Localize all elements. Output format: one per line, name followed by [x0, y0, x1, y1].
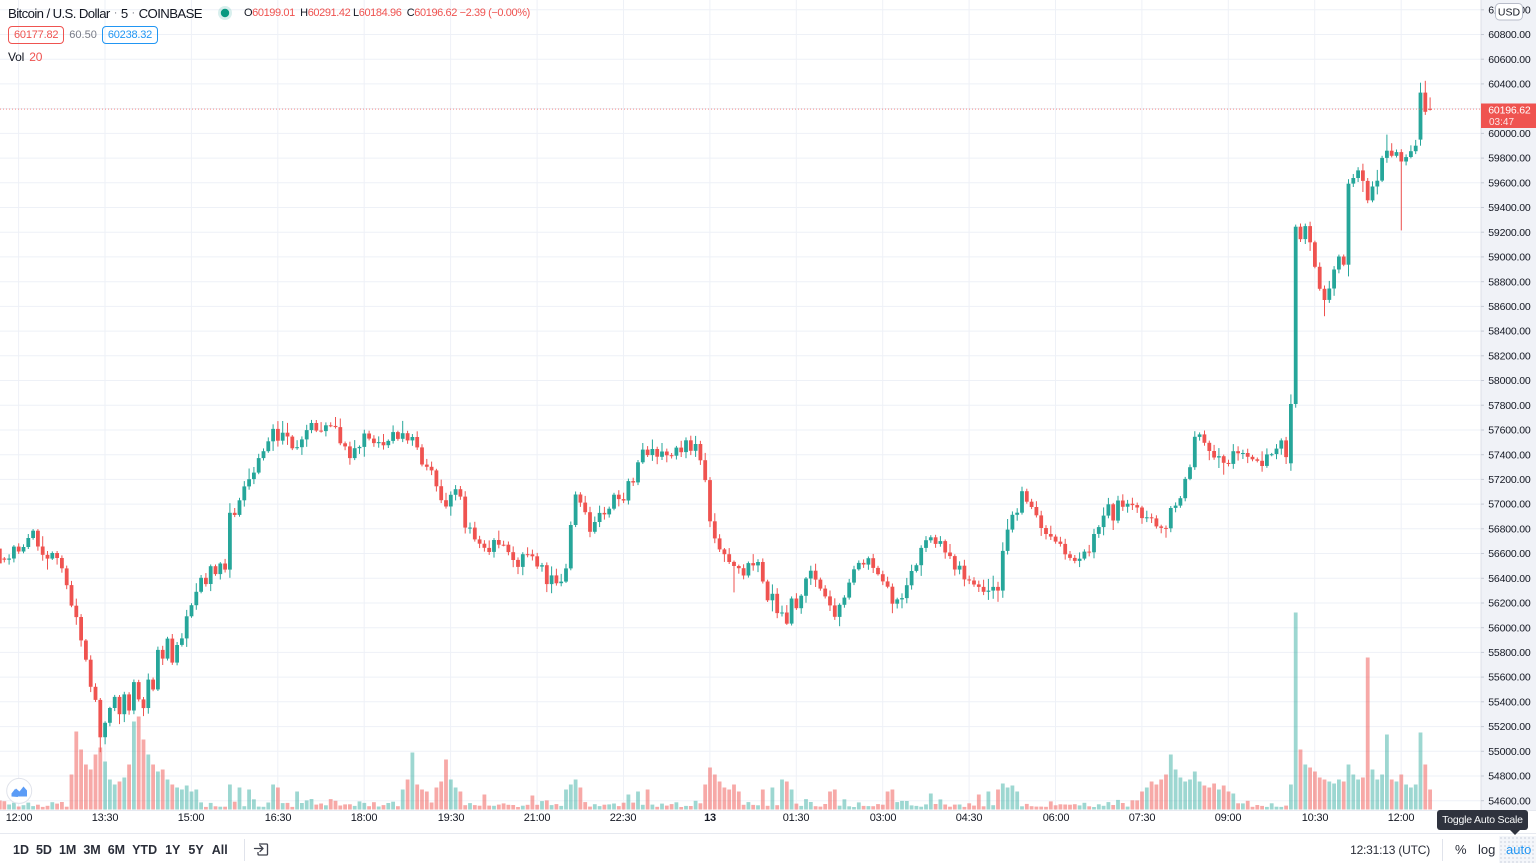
svg-text:57200.00: 57200.00	[1488, 474, 1531, 486]
svg-text:56400.00: 56400.00	[1488, 573, 1531, 585]
svg-text:58600.00: 58600.00	[1488, 301, 1531, 313]
svg-text:58000.00: 58000.00	[1488, 375, 1531, 387]
svg-text:57600.00: 57600.00	[1488, 425, 1531, 437]
svg-text:59600.00: 59600.00	[1488, 177, 1531, 189]
svg-text:60196.62: 60196.62	[1488, 105, 1531, 117]
svg-text:55600.00: 55600.00	[1488, 672, 1531, 684]
svg-text:60800.00: 60800.00	[1488, 29, 1531, 41]
svg-text:55000.00: 55000.00	[1488, 746, 1531, 758]
svg-text:60600.00: 60600.00	[1488, 54, 1531, 66]
svg-text:58800.00: 58800.00	[1488, 276, 1531, 288]
svg-text:55800.00: 55800.00	[1488, 647, 1531, 659]
svg-text:USD: USD	[1498, 7, 1521, 19]
svg-text:03:47: 03:47	[1489, 117, 1514, 128]
svg-text:59400.00: 59400.00	[1488, 202, 1531, 214]
svg-text:56600.00: 56600.00	[1488, 548, 1531, 560]
svg-text:56200.00: 56200.00	[1488, 598, 1531, 610]
svg-text:57000.00: 57000.00	[1488, 499, 1531, 511]
svg-text:54600.00: 54600.00	[1488, 795, 1531, 807]
svg-text:56000.00: 56000.00	[1488, 622, 1531, 634]
svg-text:55200.00: 55200.00	[1488, 721, 1531, 733]
svg-text:55400.00: 55400.00	[1488, 696, 1531, 708]
svg-text:54800.00: 54800.00	[1488, 771, 1531, 783]
svg-text:58200.00: 58200.00	[1488, 350, 1531, 362]
svg-text:57800.00: 57800.00	[1488, 400, 1531, 412]
svg-text:58400.00: 58400.00	[1488, 326, 1531, 338]
svg-text:59000.00: 59000.00	[1488, 252, 1531, 264]
svg-text:60400.00: 60400.00	[1488, 79, 1531, 91]
svg-text:59800.00: 59800.00	[1488, 153, 1531, 165]
svg-text:56800.00: 56800.00	[1488, 523, 1531, 535]
svg-text:60000.00: 60000.00	[1488, 128, 1531, 140]
svg-text:57400.00: 57400.00	[1488, 449, 1531, 461]
svg-text:59200.00: 59200.00	[1488, 227, 1531, 239]
